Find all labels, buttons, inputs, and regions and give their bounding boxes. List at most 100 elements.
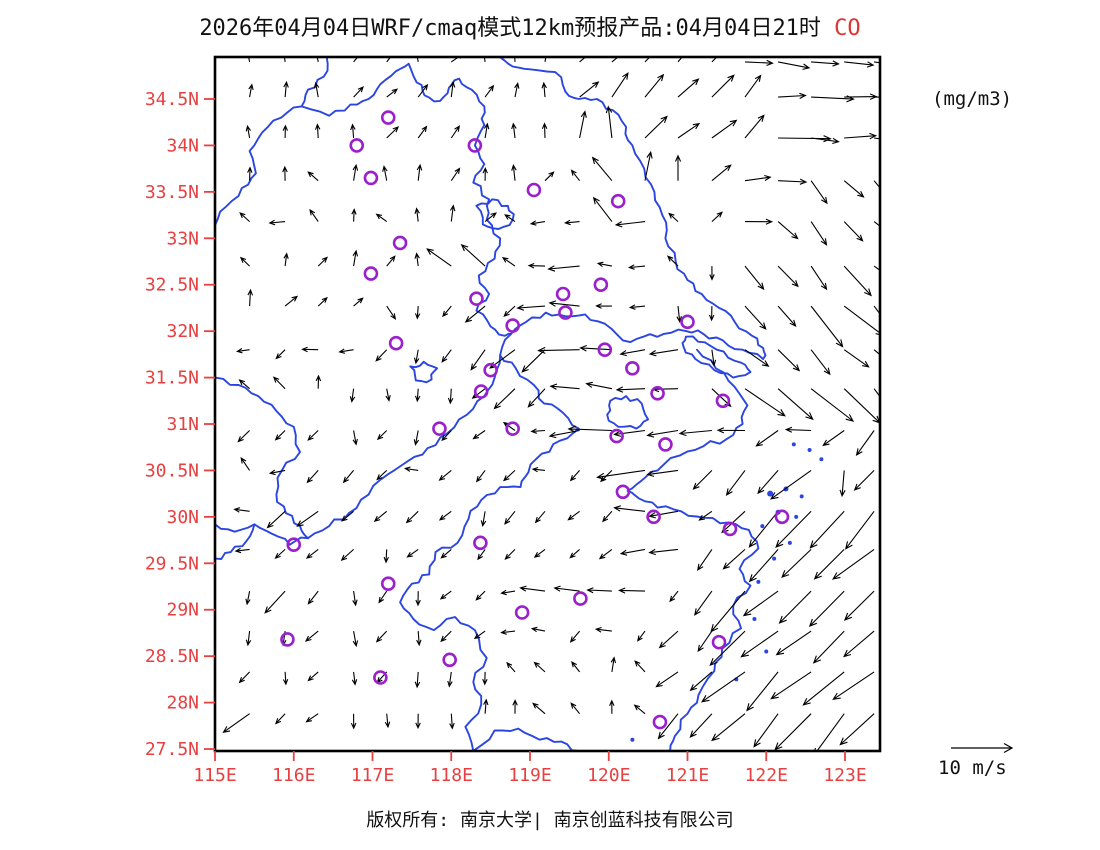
y-axis-tick-label: 32N [166,321,199,342]
wind-arrow [512,699,518,714]
island-dot [791,442,796,447]
wind-arrow [748,549,779,583]
wind-arrow [352,430,358,446]
y-axis-tick-label: 30N [166,507,199,528]
wind-arrow [222,713,250,733]
wind-arrow [598,548,613,560]
wind-arrow [657,713,679,740]
wind-arrow [553,585,580,592]
wind-arrow [658,630,679,649]
wind-arrow [353,57,359,63]
wind-arrow [844,132,878,140]
wind-arrow [447,388,454,405]
wind-arrow [375,349,388,362]
map-boundary-line [626,348,760,751]
wind-arrow [544,171,555,182]
wind-arrow [843,305,880,336]
copyright-footer: 版权所有: 南京大学| 南京创蓝科技有限公司 [366,810,734,831]
station-marker [650,386,665,401]
wind-arrow [521,349,546,373]
station-marker [711,634,727,650]
wind-arrow [711,119,738,139]
y-axis-tick-label: 33N [166,228,199,249]
wind-arrow [843,349,870,368]
wind-arrow [238,671,250,684]
wind-arrow [439,590,452,600]
wind-arrow [693,590,713,616]
wind-arrow [646,469,679,477]
wind-arrow [382,165,388,181]
wind-arrow [563,219,580,226]
map-boundary-line [215,376,309,540]
wind-arrow [873,221,880,227]
wind-arrow [449,713,455,730]
wind-arrow [504,549,516,560]
wind-arrow [633,704,646,715]
wind-arrow [416,163,423,181]
wind-arrow [814,713,845,751]
wind-arrow [778,590,812,624]
wind-arrow [586,587,612,594]
wind-arrow [585,381,613,390]
wind-arrow [810,349,831,376]
station-marker [432,421,447,436]
wind-arrow [501,256,516,267]
wind-arrow [777,388,814,421]
wind-arrow [375,213,388,223]
station-marker-layer [280,110,790,730]
station-marker [505,421,520,436]
station-marker [573,591,588,606]
wind-arrow [351,671,358,686]
wind-arrow [777,221,799,240]
wind-arrow [744,265,765,291]
wind-arrow [648,548,679,556]
wind-arrow [692,470,713,490]
wind-arrow [449,80,456,98]
wind-arrow [548,300,580,307]
wind-arrow [571,661,581,673]
wind-arrow [500,629,516,635]
wind-arrow [386,305,397,320]
island-dot [767,490,774,497]
station-marker [558,305,573,320]
wind-arrow [784,426,812,433]
wind-arrow [272,376,286,390]
wind-arrow [511,122,517,139]
wind-arrow [678,429,712,437]
y-axis-tick-label: 30.5N [145,460,199,481]
y-axis-tick-label: 28N [166,693,199,714]
wind-arrow [873,349,880,356]
wind-arrow [484,84,495,98]
wind-arrow [569,470,581,482]
station-marker [610,193,626,209]
wind-arrow [440,548,452,559]
station-marker [658,437,673,452]
wind-arrow [315,374,322,389]
x-axis-tick-label: 115E [193,765,236,786]
wind-arrow [669,590,679,603]
map-boundary-line [399,354,580,751]
wind-arrow [689,713,713,739]
wind-arrow [473,630,486,640]
wind-arrow [746,671,779,712]
station-marker [646,509,661,525]
wind-arrow [307,430,319,441]
wind-arrow [353,86,364,98]
wind-arrow [832,671,875,701]
wind-arrow [283,252,289,267]
y-axis-tick-label: 31.5N [145,368,199,389]
wind-arrow [519,585,546,592]
station-marker [286,537,302,553]
wind-arrow [313,81,320,98]
wind-arrow [503,469,516,482]
wind-arrow [406,548,419,558]
station-marker [467,138,483,153]
wind-arrow [307,590,319,605]
wind-arrow [579,344,612,352]
wind-arrow [352,249,359,267]
wind-arrow [843,180,865,198]
wind-arrow [384,713,391,729]
wind-arrow [844,61,875,68]
wind-arrow [874,96,880,98]
y-axis-tick-label: 31N [166,414,199,435]
